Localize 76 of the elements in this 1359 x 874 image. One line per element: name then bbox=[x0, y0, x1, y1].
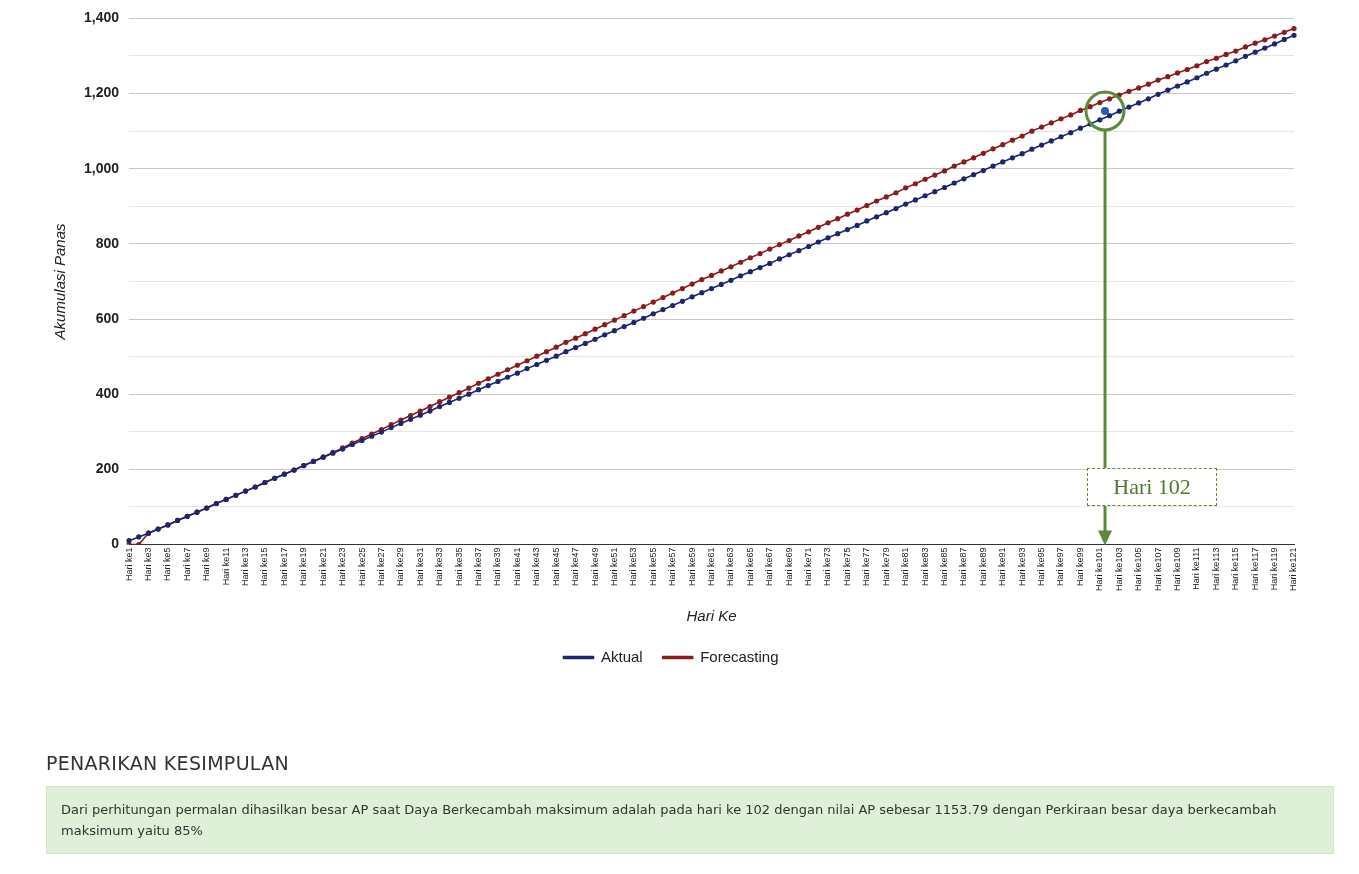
text: Dari perhitungan permalan dihasilkan besar AP saat Daya Berkecambah maksimum adalah pada hari ke 102 dengan nilai AP sebesar 1153.79 dengan Perkiraan besar daya berkecambah maksimum yaitu 85% bbox=[46, 786, 1334, 854]
x-tick-label: Hari ke67 bbox=[764, 547, 775, 587]
x-tick-label: Hari ke29 bbox=[395, 547, 406, 587]
x-tick-label: Hari ke91 bbox=[997, 547, 1008, 587]
x-tick-label: Hari ke5 bbox=[162, 547, 173, 581]
x-tick-label: Hari ke109 bbox=[1171, 547, 1182, 592]
x-axis-title: Hari Ke bbox=[686, 607, 737, 625]
annotation: Hari 102 bbox=[1087, 468, 1217, 507]
y-tick-label: 200 bbox=[95, 460, 120, 477]
x-tick-label: Hari ke43 bbox=[531, 547, 542, 587]
x-tick-label: Hari ke99 bbox=[1074, 547, 1085, 587]
y-tick-label: 1,000 bbox=[83, 159, 120, 176]
x-tick-label: Hari ke47 bbox=[570, 547, 581, 587]
y-tick-label: 1,400 bbox=[83, 9, 120, 26]
x-tick-label: Hari ke105 bbox=[1133, 547, 1144, 592]
x-tick-label: Hari ke33 bbox=[434, 547, 445, 587]
x-tick-label: Hari ke63 bbox=[725, 547, 736, 587]
x-tick-label: Hari ke45 bbox=[550, 547, 561, 587]
x-tick-label: Hari ke21 bbox=[317, 547, 328, 587]
x-tick-label: Hari ke53 bbox=[628, 547, 639, 587]
x-tick-label: Hari ke75 bbox=[841, 547, 852, 587]
x-tick-label: Hari ke107 bbox=[1152, 547, 1163, 592]
x-tick-label: Hari ke15 bbox=[259, 547, 270, 587]
x-tick-label: Hari ke51 bbox=[608, 547, 619, 587]
x-tick-label: Hari ke27 bbox=[375, 547, 386, 587]
x-tick-label: Hari ke79 bbox=[880, 547, 891, 587]
x-tick-label: Hari ke49 bbox=[589, 547, 600, 587]
x-tick-label: Hari ke9 bbox=[201, 547, 212, 581]
x-tick-label: Hari ke59 bbox=[686, 547, 697, 587]
y-tick-label: 800 bbox=[95, 234, 120, 251]
x-tick-label: Hari ke13 bbox=[240, 547, 251, 587]
x-tick-label: Hari ke41 bbox=[511, 547, 522, 587]
x-tick-label: Hari ke35 bbox=[453, 547, 464, 587]
x-tick-label: Hari ke121 bbox=[1288, 547, 1299, 592]
x-tick-label: Hari ke17 bbox=[278, 547, 289, 587]
x-tick-label: Hari ke117 bbox=[1249, 547, 1260, 591]
x-tick-label: Hari ke73 bbox=[822, 547, 833, 587]
x-tick-label: Hari ke55 bbox=[647, 547, 658, 587]
x-tick-label: Hari ke77 bbox=[861, 547, 872, 587]
x-tick-label: Hari ke1 bbox=[123, 547, 134, 581]
x-tick-label: Hari ke71 bbox=[803, 547, 814, 587]
x-tick-label: Hari ke83 bbox=[919, 547, 930, 587]
x-tick-label: Hari ke97 bbox=[1055, 547, 1066, 587]
x-tick-label: Hari ke101 bbox=[1094, 547, 1105, 592]
x-tick-label: Hari ke87 bbox=[958, 547, 969, 587]
x-tick-label: Hari ke23 bbox=[337, 547, 348, 587]
x-tick-label: Hari ke37 bbox=[473, 547, 484, 587]
x-tick-label: Hari ke115 bbox=[1230, 547, 1241, 591]
x-tick-label: Hari ke95 bbox=[1036, 547, 1047, 587]
x-tick-label: Hari ke111 bbox=[1191, 547, 1202, 590]
x-tick-label: Hari ke57 bbox=[667, 547, 678, 587]
y-tick-label: 600 bbox=[95, 309, 120, 326]
x-tick-label: Hari ke65 bbox=[744, 547, 755, 587]
y-axis-title: Akumulasi Panas bbox=[51, 223, 69, 341]
x-tick-label: Hari ke103 bbox=[1113, 547, 1124, 592]
legend-label: Aktual bbox=[600, 647, 643, 665]
x-tick-label: Hari ke89 bbox=[977, 547, 988, 587]
y-tick-label: 400 bbox=[95, 385, 120, 402]
x-tick-label: Hari ke113 bbox=[1210, 547, 1221, 591]
x-tick-label: Hari ke19 bbox=[298, 547, 309, 587]
text: PENARIKAN KESIMPULAN bbox=[46, 752, 290, 774]
x-tick-label: Hari ke11 bbox=[220, 547, 231, 586]
x-tick-label: Hari ke31 bbox=[414, 547, 425, 587]
x-tick-label: Hari ke61 bbox=[706, 547, 716, 587]
x-tick-label: Hari ke119 bbox=[1269, 547, 1280, 591]
y-tick-label: 1,200 bbox=[83, 84, 120, 101]
x-tick-label: Hari ke3 bbox=[142, 547, 153, 581]
x-tick-label: Hari ke69 bbox=[783, 547, 794, 587]
x-tick-label: Hari ke7 bbox=[181, 547, 192, 581]
x-tick-label: Hari ke39 bbox=[492, 547, 503, 587]
y-tick-label: 0 bbox=[111, 535, 120, 552]
x-tick-label: Hari ke81 bbox=[900, 547, 911, 587]
x-tick-label: Hari ke25 bbox=[356, 547, 367, 587]
legend-label: Forecasting bbox=[700, 647, 779, 665]
x-tick-label: Hari ke93 bbox=[1016, 547, 1027, 587]
x-tick-label: Hari ke85 bbox=[938, 547, 949, 587]
